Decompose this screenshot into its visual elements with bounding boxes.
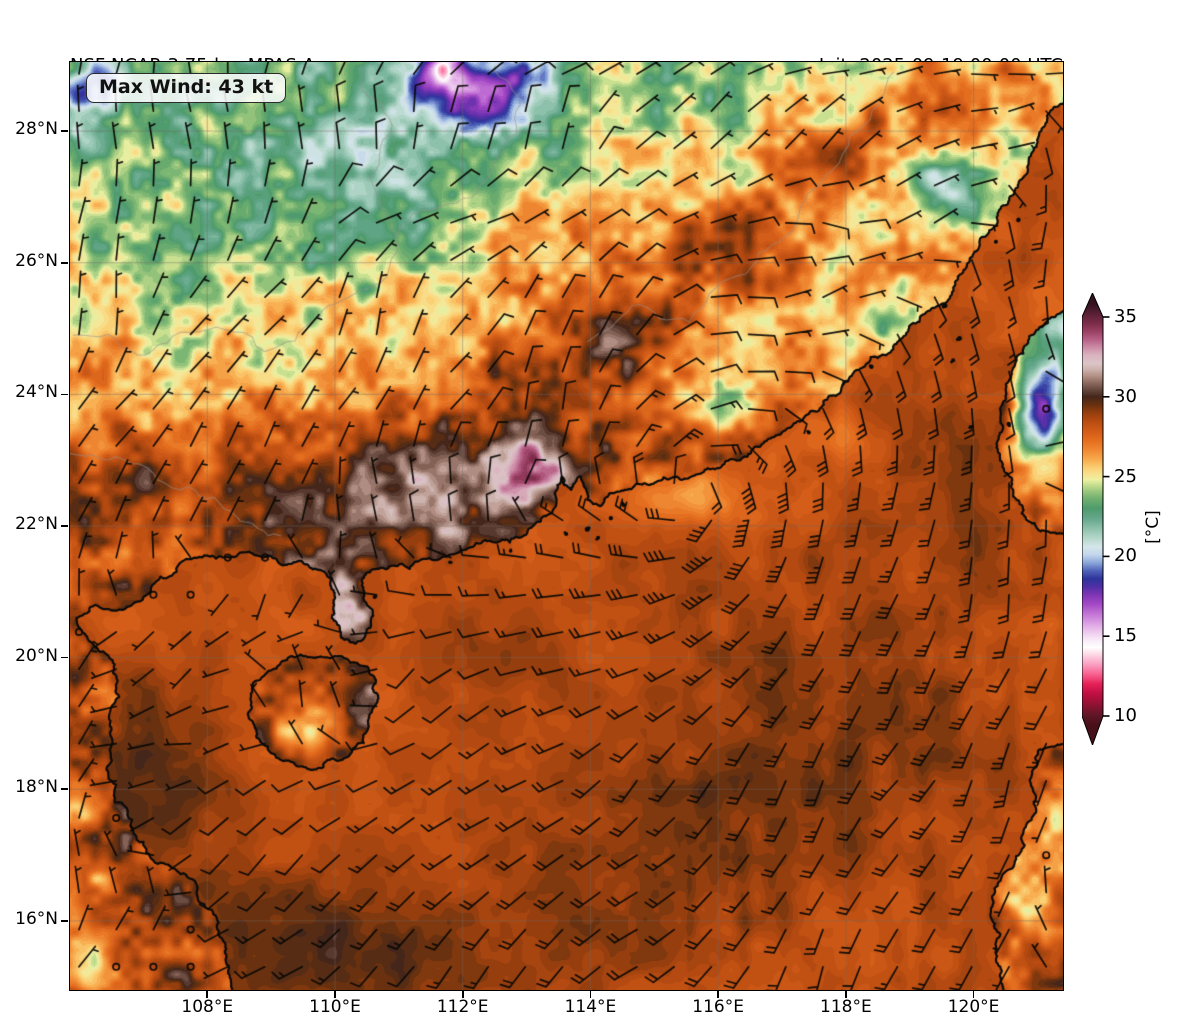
lat-tick-label: 28°N [15, 119, 58, 140]
colorbar-bar [1081, 291, 1104, 747]
lon-tick-label: 108°E [181, 997, 234, 1017]
lat-tick-mark [61, 525, 68, 527]
lon-tick-label: 110°E [309, 997, 361, 1017]
lat-tick-label: 26°N [15, 250, 58, 271]
lat-tick-mark [61, 130, 68, 132]
lon-tick-mark [717, 991, 719, 998]
colorbar-tick-label: 25 [1114, 465, 1137, 487]
lat-tick-label: 22°N [15, 514, 58, 534]
colorbar-tick-label: 20 [1114, 545, 1137, 567]
lon-tick-label: 116°E [692, 997, 744, 1017]
colorbar [1081, 291, 1112, 747]
colorbar-unit-label: [°C] [1143, 510, 1163, 544]
lat-tick-label: 24°N [15, 382, 58, 403]
lat-tick-label: 20°N [15, 645, 58, 666]
lon-tick-label: 120°E [947, 997, 1000, 1017]
lon-tick-mark [206, 991, 209, 998]
lon-tick-mark [334, 991, 336, 998]
lat-tick-mark [61, 393, 68, 396]
colorbar-tick-label: 10 [1114, 705, 1137, 726]
colorbar-tick-label: 15 [1114, 625, 1137, 647]
lat-tick-mark [61, 656, 68, 659]
lat-tick-mark [61, 261, 68, 264]
max-wind-badge: Max Wind: 43 kt [86, 73, 287, 103]
lat-tick-mark [61, 788, 68, 791]
lon-tick-mark [972, 991, 975, 998]
lon-tick-label: 118°E [820, 997, 872, 1017]
lon-tick-mark [461, 991, 464, 998]
colorbar-tick-label: 30 [1114, 385, 1137, 407]
map-frame: Max Wind: 43 kt [69, 61, 1064, 991]
lat-tick-label: 18°N [15, 777, 58, 798]
temperature-wind-map [70, 62, 1063, 990]
lon-tick-label: 114°E [564, 997, 617, 1017]
lat-tick-mark [61, 920, 68, 922]
lon-tick-label: 112°E [436, 997, 489, 1017]
colorbar-tick-label: 35 [1114, 306, 1137, 327]
lat-tick-label: 16°N [15, 908, 58, 929]
colorbar-gradient [1081, 291, 1110, 747]
lon-tick-mark [589, 991, 592, 998]
lon-tick-mark [845, 991, 847, 998]
